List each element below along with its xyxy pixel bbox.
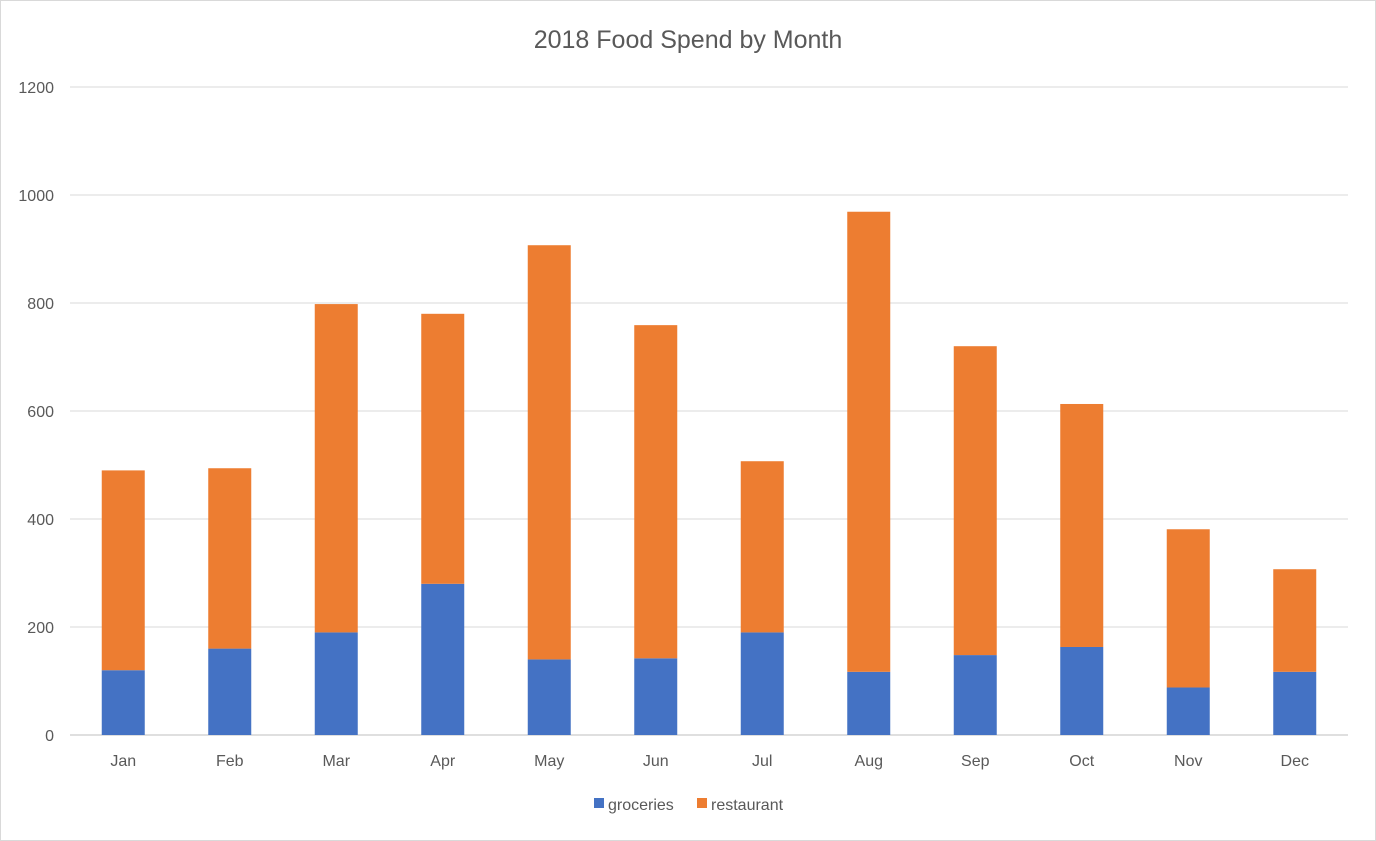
bar-restaurant-nov (1166, 529, 1210, 688)
y-tick-label: 0 (45, 728, 54, 745)
bar-groceries-sep (953, 655, 997, 735)
bar-groceries-aug (847, 671, 891, 735)
chart-title: 2018 Food Spend by Month (534, 26, 843, 54)
bar-restaurant-jul (740, 461, 784, 633)
bar-groceries-jan (101, 670, 145, 735)
legend: groceries restaurant (594, 797, 784, 814)
y-tick-label: 600 (27, 404, 54, 421)
x-tick-label-feb: Feb (216, 753, 244, 770)
legend-label-groceries: groceries (608, 797, 674, 814)
gridlines (70, 86, 1348, 736)
bar-restaurant-sep (953, 346, 997, 656)
bar-restaurant-apr (421, 313, 465, 584)
bar-restaurant-feb (208, 468, 252, 649)
bar-groceries-may (527, 659, 571, 735)
x-tick-label-sep: Sep (961, 753, 990, 770)
bar-groceries-nov (1166, 687, 1210, 735)
y-tick-label: 800 (27, 296, 54, 313)
bar-groceries-jun (634, 658, 678, 735)
bar-groceries-jul (740, 632, 784, 735)
y-tick-label: 1000 (18, 188, 54, 205)
x-tick-label-jun: Jun (643, 753, 669, 770)
bar-restaurant-dec (1273, 569, 1317, 672)
bar-restaurant-oct (1060, 403, 1104, 647)
x-tick-label-jul: Jul (752, 753, 772, 770)
x-tick-label-apr: Apr (430, 753, 456, 770)
x-tick-label-jan: Jan (110, 753, 136, 770)
bar-restaurant-jan (101, 470, 145, 671)
x-tick-label-oct: Oct (1069, 753, 1094, 770)
x-tick-label-mar: Mar (322, 753, 350, 770)
y-axis-ticks: 0 200 400 600 800 1000 1200 (18, 80, 54, 745)
y-tick-label: 400 (27, 512, 54, 529)
bar-restaurant-mar (314, 304, 358, 633)
bar-restaurant-jun (634, 325, 678, 659)
x-tick-label-dec: Dec (1281, 753, 1309, 770)
bar-groceries-mar (314, 632, 358, 735)
bar-groceries-apr (421, 583, 465, 735)
bars (101, 211, 1317, 735)
legend-swatch-restaurant (697, 798, 707, 808)
bar-groceries-feb (208, 648, 252, 735)
bar-groceries-oct (1060, 646, 1104, 735)
y-tick-label: 200 (27, 620, 54, 637)
x-tick-label-nov: Nov (1174, 753, 1202, 770)
x-tick-label-aug: Aug (855, 753, 883, 770)
legend-label-restaurant: restaurant (711, 797, 784, 814)
legend-swatch-groceries (594, 798, 604, 808)
x-axis-ticks: Jan Feb Mar Apr May Jun Jul Aug Sep Oct Nov Dec (110, 753, 1309, 770)
bar-groceries-dec (1273, 671, 1317, 735)
bar-restaurant-aug (847, 211, 891, 672)
y-tick-label: 1200 (18, 80, 54, 97)
bar-restaurant-may (527, 245, 571, 660)
x-tick-label-may: May (534, 753, 564, 770)
